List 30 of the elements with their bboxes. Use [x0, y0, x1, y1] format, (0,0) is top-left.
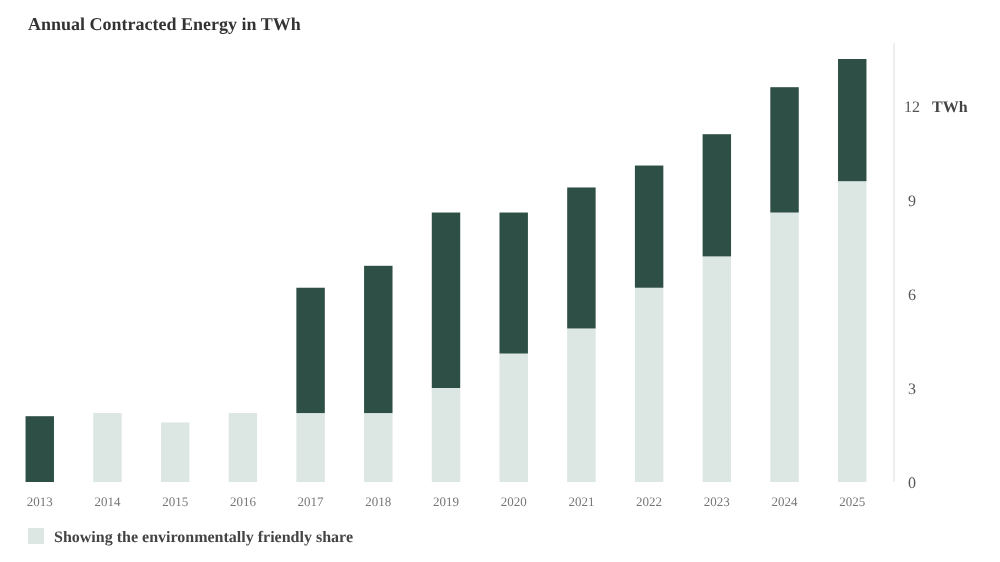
- bar: [431, 212, 461, 388]
- bar: [93, 413, 122, 482]
- bar: [499, 212, 528, 354]
- y-tick-label: 3: [908, 380, 916, 398]
- bar: [364, 265, 393, 414]
- bar: [567, 328, 596, 482]
- y-tick-label: 6: [908, 286, 916, 304]
- y-tick-label: 9: [908, 192, 916, 210]
- bar: [228, 413, 258, 482]
- bar: [838, 59, 867, 182]
- chart-title: Annual Contracted Energy in TWh: [28, 14, 301, 34]
- bar: [567, 187, 596, 329]
- bar: [364, 413, 393, 482]
- bar: [25, 416, 54, 482]
- bar: [770, 212, 799, 482]
- bar: [296, 287, 325, 414]
- y-axis-title: TWh: [932, 98, 969, 116]
- bar: [770, 87, 799, 213]
- bar: [702, 134, 732, 257]
- bar: [499, 353, 528, 482]
- bar: [634, 287, 664, 482]
- bar: [838, 181, 867, 482]
- bar: [634, 165, 664, 288]
- bar: [431, 388, 461, 482]
- legend-label: Showing the environmentally friendly share: [54, 528, 354, 546]
- y-tick-label: 12: [904, 98, 920, 116]
- bar: [702, 256, 732, 482]
- y-tick-label: 0: [908, 474, 916, 492]
- bar: [160, 422, 190, 482]
- bar: [296, 413, 325, 482]
